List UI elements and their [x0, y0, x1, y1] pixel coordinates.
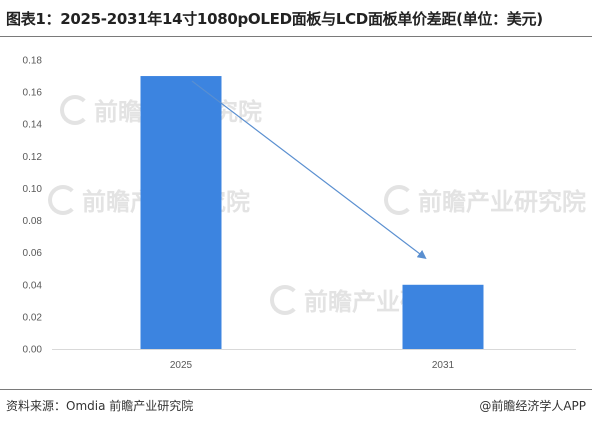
y-tick-label: 0.08 — [23, 216, 43, 227]
x-tick-label: 2031 — [432, 360, 455, 371]
bar-2025 — [140, 76, 222, 350]
y-tick-label: 0.16 — [23, 88, 43, 99]
bar-series — [140, 76, 484, 350]
title-divider — [0, 36, 592, 37]
y-tick-label: 0.04 — [23, 280, 43, 291]
x-tick-label: 2025 — [170, 360, 193, 371]
y-tick-label: 0.14 — [23, 120, 43, 131]
y-axis-tick-labels: 0.00 0.02 0.04 0.06 0.08 0.10 0.12 0.14 0.16 0.18 — [23, 56, 43, 356]
bar-chart: 0.00 0.02 0.04 0.06 0.08 0.10 0.12 0.14 0.16 0.18… — [23, 56, 576, 371]
source-note: 资料来源：Omdia 前瞻产业研究院 — [6, 399, 194, 413]
y-tick-label: 0.06 — [23, 248, 43, 259]
chart-title: 图表1：2025-2031年14寸1080pOLED面板与LCD面板单价差距(单… — [6, 10, 543, 28]
footer-divider — [0, 389, 592, 390]
bar-2031 — [402, 284, 484, 349]
credit-label: @前瞻经济学人APP — [479, 399, 586, 413]
trend-arrow — [191, 80, 427, 259]
y-tick-label: 0.00 — [23, 345, 43, 356]
y-tick-label: 0.12 — [23, 152, 43, 163]
y-tick-label: 0.10 — [23, 184, 43, 195]
x-axis-tick-labels: 2025 2031 — [170, 360, 455, 371]
y-tick-label: 0.02 — [23, 312, 43, 323]
y-tick-label: 0.18 — [23, 56, 43, 67]
